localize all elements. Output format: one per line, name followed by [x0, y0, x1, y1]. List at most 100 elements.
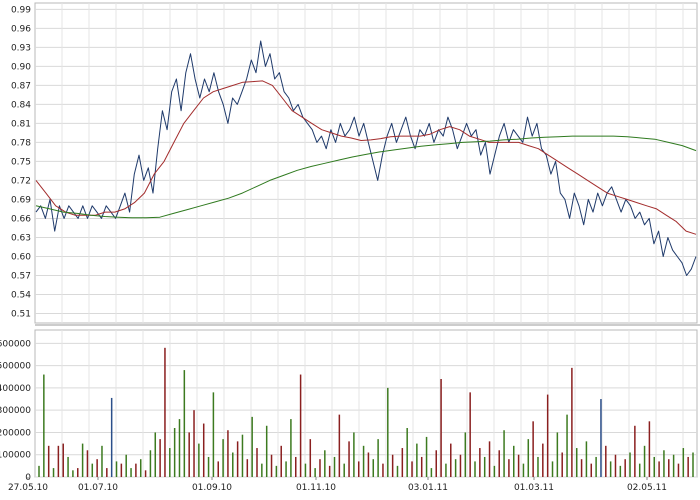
- volume-bar: [193, 410, 195, 477]
- volume-bar: [120, 463, 123, 477]
- volume-bar: [256, 448, 258, 477]
- volume-bar: [232, 452, 234, 477]
- volume-bar: [605, 445, 607, 477]
- volume-y-tick-label: 400000: [0, 384, 31, 394]
- volume-bar: [299, 374, 302, 477]
- price-y-tick-label: 0.72: [11, 176, 31, 186]
- price-y-tick-label: 0.54: [11, 290, 31, 300]
- volume-bar: [154, 432, 157, 477]
- price-y-tick-label: 0.75: [11, 157, 31, 167]
- volume-bar: [464, 432, 467, 477]
- volume-bar: [367, 452, 370, 477]
- volume-bar: [566, 414, 568, 477]
- moving-average-short-line: [35, 80, 697, 235]
- volume-bar: [202, 423, 205, 477]
- volume-bar: [391, 454, 394, 477]
- volume-bar: [96, 459, 98, 477]
- volume-bar: [357, 461, 360, 477]
- volume-bar: [401, 448, 404, 477]
- price-y-tick-label: 0.99: [11, 5, 31, 15]
- volume-bar: [556, 432, 559, 477]
- x-tick-label: 01.03.11: [514, 483, 554, 493]
- volume-bar: [420, 456, 423, 477]
- volume-bar: [207, 456, 210, 477]
- volume-bar: [488, 441, 491, 477]
- volume-bar: [188, 432, 190, 477]
- volume-bar: [222, 439, 224, 477]
- volume-bar: [353, 432, 355, 477]
- volume-bar: [435, 450, 437, 477]
- price-y-tick-label: 0.78: [11, 138, 31, 148]
- x-tick-label: 01.09.10: [192, 483, 232, 493]
- volume-bar: [328, 465, 331, 477]
- volume-bar: [198, 443, 200, 477]
- volume-bar: [178, 419, 181, 477]
- volume-bar: [406, 428, 408, 477]
- volume-bar: [634, 425, 636, 477]
- price-lines: [35, 40, 697, 276]
- volume-bar: [236, 441, 239, 477]
- volume-y-tick-label: 500000: [0, 362, 31, 372]
- volume-bar: [333, 456, 336, 477]
- volume-bar: [692, 452, 694, 477]
- volume-bar: [600, 399, 602, 477]
- x-tick-label: 03.01.11: [408, 483, 448, 493]
- volume-bar: [343, 463, 345, 477]
- price-y-tick-label: 0.51: [11, 309, 31, 319]
- volume-bar: [110, 397, 113, 477]
- volume-bar: [57, 445, 60, 477]
- volume-bar: [668, 459, 670, 477]
- volume-bar: [338, 414, 341, 477]
- volume-bar: [396, 465, 399, 477]
- price-y-tick-label: 0.96: [11, 24, 31, 34]
- volume-bar: [270, 454, 273, 477]
- volume-bar: [159, 439, 161, 477]
- volume-bar: [619, 465, 622, 477]
- volume-bar: [561, 452, 563, 477]
- volume-bar: [537, 456, 539, 477]
- volume-bar: [62, 443, 64, 477]
- volume-bar: [295, 456, 297, 477]
- volume-bar: [135, 463, 137, 477]
- volume-bar: [43, 374, 45, 477]
- price-y-tick-label: 0.69: [11, 195, 31, 205]
- volume-bar: [164, 347, 166, 477]
- volume-bar: [309, 439, 312, 477]
- volume-bar: [86, 450, 89, 477]
- volume-bar: [67, 456, 69, 477]
- volume-bar: [672, 454, 675, 477]
- price-y-tick-label: 0.66: [11, 214, 31, 224]
- volume-bar: [169, 448, 171, 477]
- volume-bar: [130, 468, 132, 477]
- volume-bar: [677, 463, 680, 477]
- volume-bar: [382, 463, 384, 477]
- volume-bar: [450, 443, 452, 477]
- price-y-tick-label: 0.81: [11, 119, 31, 129]
- volume-bar: [183, 370, 186, 477]
- volume-bar: [217, 461, 219, 477]
- volume-bar: [275, 465, 278, 477]
- volume-bar: [52, 468, 55, 477]
- volume-bar: [445, 463, 447, 477]
- volume-bar: [246, 459, 249, 477]
- volume-bar: [459, 454, 462, 477]
- price-grid: [34, 2, 698, 324]
- volume-bar: [411, 461, 413, 477]
- price-y-tick-label: 0.57: [11, 271, 31, 281]
- volume-y-tick-label: 100000: [0, 451, 31, 461]
- volume-bar: [81, 443, 84, 477]
- x-tick-label: 01.07.10: [78, 483, 118, 493]
- volume-bar: [474, 461, 476, 477]
- volume-bar: [314, 468, 316, 477]
- volume-bar: [47, 445, 50, 477]
- volume-bar: [106, 468, 108, 477]
- volume-bar: [440, 379, 442, 477]
- volume-bar: [629, 452, 631, 477]
- volume-bar: [324, 450, 326, 477]
- volume-bar: [144, 470, 147, 477]
- price-y-tick-label: 0.84: [11, 100, 31, 110]
- volume-bar: [149, 450, 152, 477]
- x-tick-label: 01.11.10: [296, 483, 336, 493]
- volume-bar: [38, 465, 40, 477]
